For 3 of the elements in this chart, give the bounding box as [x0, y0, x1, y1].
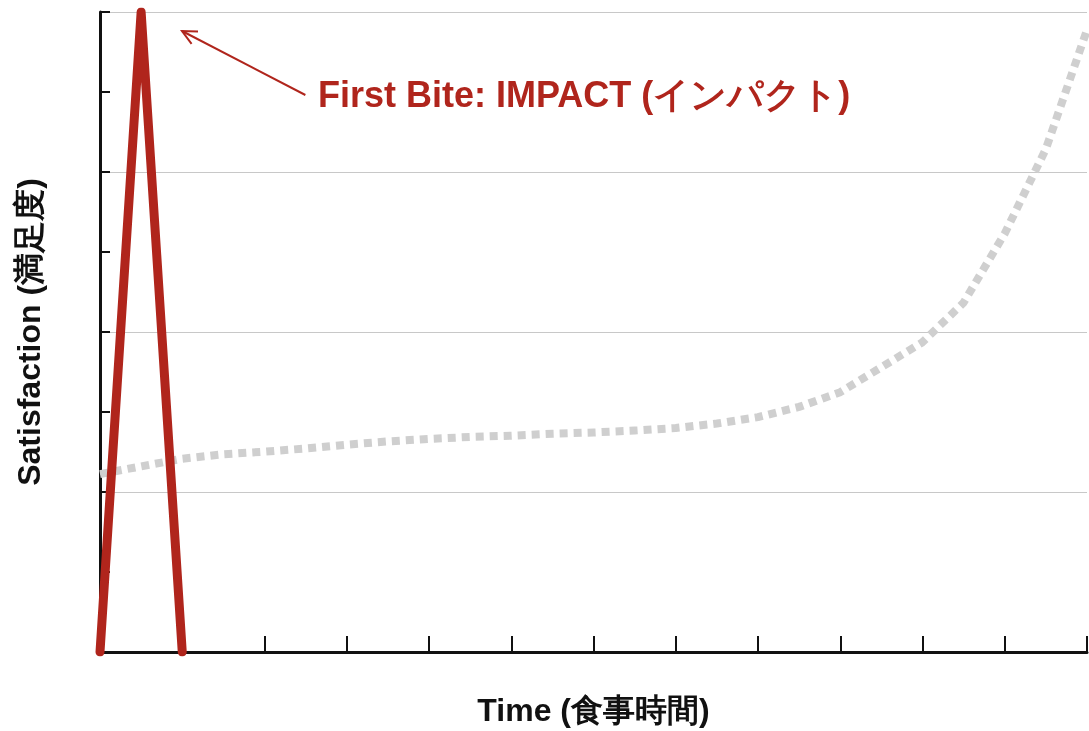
- x-axis-title: Time (食事時間): [477, 692, 710, 728]
- y-axis-title: Satisfaction (満足度): [11, 178, 47, 486]
- annotation: First Bite: IMPACT (インパクト): [318, 73, 851, 115]
